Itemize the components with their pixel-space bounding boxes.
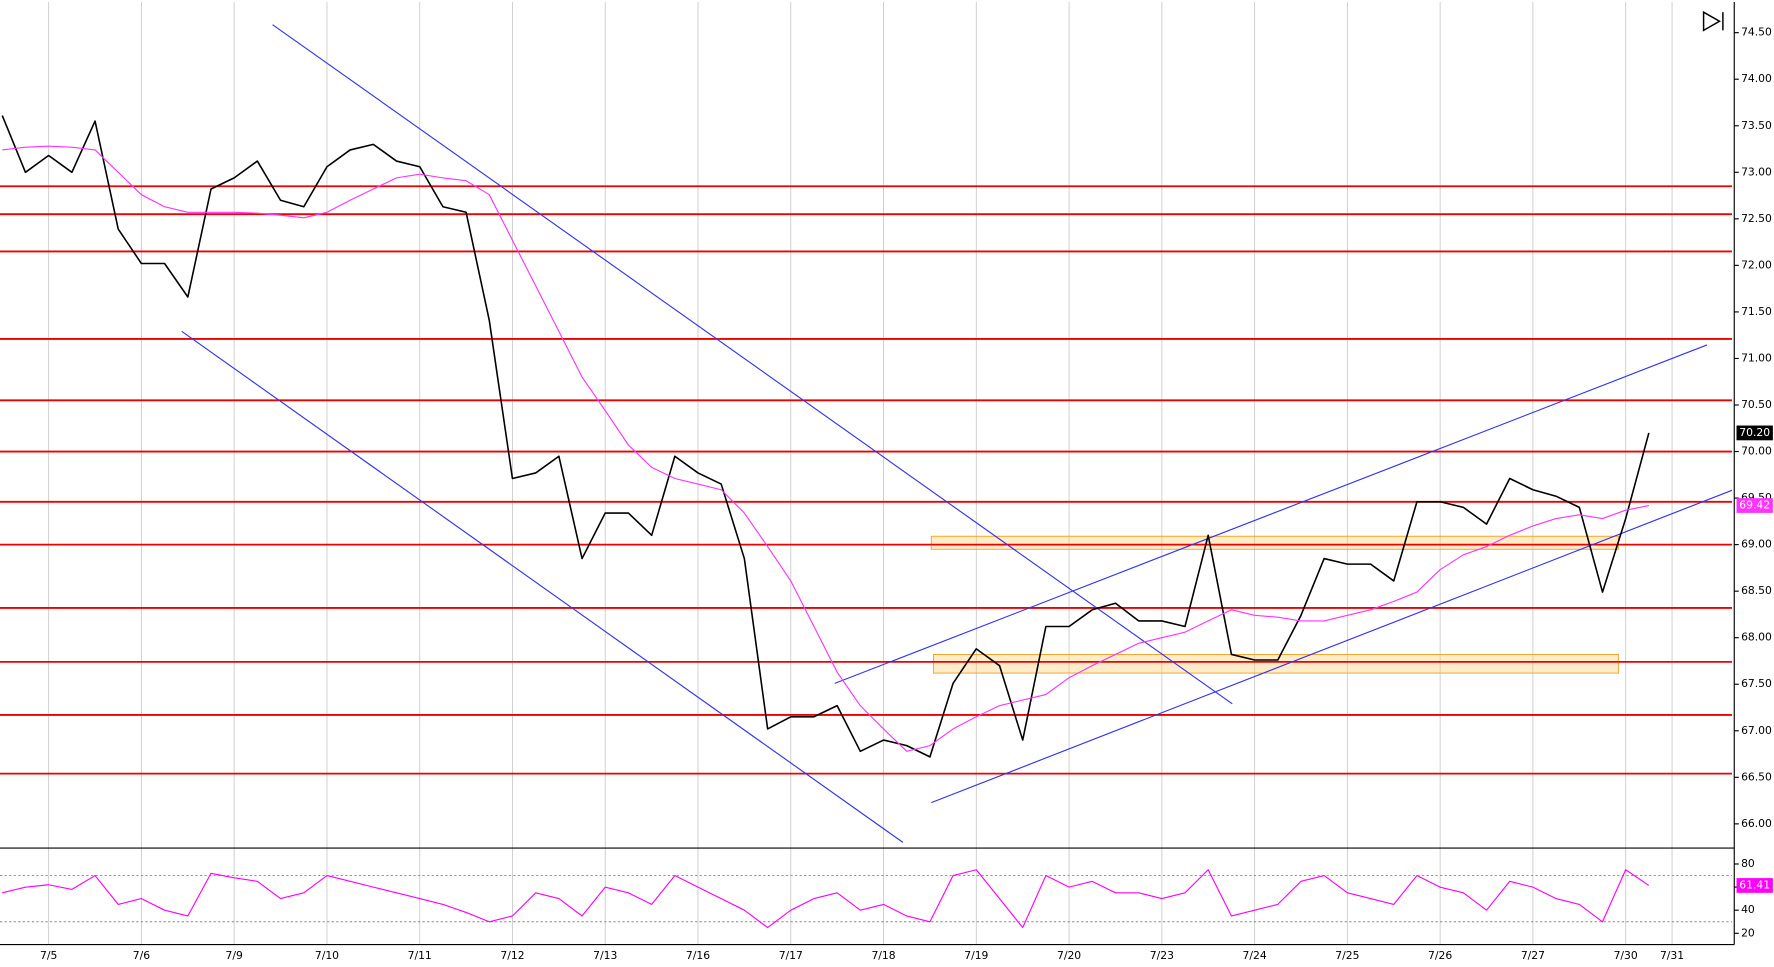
price-marker xyxy=(1736,878,1773,893)
x-tick-label: 7/25 xyxy=(1335,949,1359,962)
y-tick-label: 70.00 xyxy=(1741,445,1772,458)
y-tick-label: 73.50 xyxy=(1741,119,1772,132)
y-tick-label: 71.00 xyxy=(1741,351,1772,364)
y-tick-label: 68.00 xyxy=(1741,631,1772,644)
series-line xyxy=(2,145,1649,752)
y-tick-label: 80 xyxy=(1741,857,1755,870)
x-tick-label: 7/26 xyxy=(1428,949,1452,962)
y-tick-label: 69.00 xyxy=(1741,538,1772,551)
price-marker xyxy=(1736,425,1773,441)
x-tick-label: 7/24 xyxy=(1243,949,1267,962)
series-line xyxy=(1,115,1650,758)
levels xyxy=(0,185,1732,775)
icon-triangle[interactable] xyxy=(1702,10,1721,32)
x-tick-label: 7/30 xyxy=(1614,949,1638,962)
y-tick-label: 40 xyxy=(1741,903,1755,916)
play-end-icon[interactable] xyxy=(1702,10,1724,32)
zone xyxy=(930,535,1619,550)
x-tick-label: 7/17 xyxy=(779,949,803,962)
x-tick-label: 7/13 xyxy=(593,949,617,962)
y-tick-label: 74.50 xyxy=(1741,26,1772,39)
trend-line xyxy=(834,344,1708,684)
x-tick-label: 7/16 xyxy=(686,949,710,962)
x-tick-label: 7/10 xyxy=(315,949,339,962)
x-tick-label: 7/12 xyxy=(500,949,524,962)
trend-line xyxy=(931,489,1733,804)
y-tick-label: 20 xyxy=(1741,926,1755,939)
y-tick-label: 72.50 xyxy=(1741,212,1772,225)
y-tick-label: 72.00 xyxy=(1741,258,1772,271)
x-tick-label: 7/11 xyxy=(408,949,432,962)
price-marker xyxy=(1736,498,1773,513)
y-tick-label: 67.50 xyxy=(1741,677,1772,690)
series-line xyxy=(2,869,1650,929)
x-tick-label: 7/19 xyxy=(964,949,988,962)
price-marker-label: 69.42 xyxy=(1739,499,1770,512)
x-tick-label: 7/9 xyxy=(226,949,243,962)
y-tick-label: 67.00 xyxy=(1741,724,1772,737)
y-tick-label: 71.50 xyxy=(1741,305,1772,318)
x-tick-label: 7/27 xyxy=(1521,949,1545,962)
x-tick-label: 7/5 xyxy=(40,949,57,962)
y-tick-label: 73.00 xyxy=(1741,165,1772,178)
grid xyxy=(0,1,1732,945)
y-tick-label: 68.50 xyxy=(1741,584,1772,597)
trend-lines xyxy=(181,24,1733,843)
y-tick-label: 70.50 xyxy=(1741,398,1772,411)
price-marker-label: 61.41 xyxy=(1739,878,1770,891)
x-tick-label: 7/6 xyxy=(133,949,150,962)
y-tick-label: 66.50 xyxy=(1741,770,1772,783)
y-tick-label: 66.00 xyxy=(1741,817,1772,830)
x-tick-label: 7/23 xyxy=(1150,949,1174,962)
price-marker-label: 70.20 xyxy=(1739,426,1770,439)
series xyxy=(1,115,1650,929)
x-tick-label: 7/18 xyxy=(871,949,895,962)
trend-line xyxy=(181,330,904,843)
x-tick-label: 7/20 xyxy=(1057,949,1081,962)
x-tick-label: 7/31 xyxy=(1660,949,1684,962)
y-tick-label: 74.00 xyxy=(1741,72,1772,85)
